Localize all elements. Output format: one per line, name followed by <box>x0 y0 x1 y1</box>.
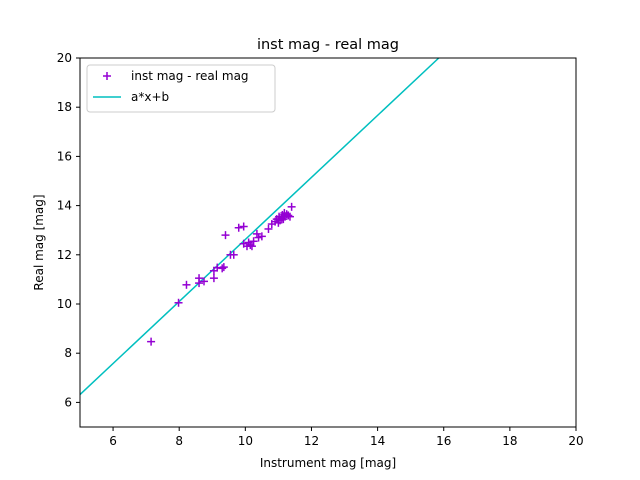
y-tick-label: 18 <box>57 100 72 114</box>
x-tick-label: 6 <box>109 434 117 448</box>
scatter-point <box>200 277 208 286</box>
scatter-point <box>195 279 204 288</box>
chart-title: inst mag - real mag <box>257 37 399 53</box>
legend-label-scatter: inst mag - real mag <box>131 69 249 83</box>
x-tick-label: 16 <box>436 434 451 448</box>
scatter-point <box>252 229 261 238</box>
scatter-point <box>264 224 273 233</box>
legend-label-line: a*x+b <box>131 90 169 104</box>
y-tick-label: 12 <box>57 248 72 262</box>
y-tick-label: 16 <box>57 149 72 163</box>
y-tick-label: 14 <box>57 199 72 213</box>
y-axis: 6 8 10 12 14 16 18 20 <box>57 51 80 409</box>
x-tick-label: 14 <box>370 434 385 448</box>
scatter-point <box>239 222 248 231</box>
scatter-point <box>182 280 191 289</box>
x-axis-label: Instrument mag [mag] <box>260 456 396 470</box>
plot-frame <box>79 57 577 428</box>
scatter-point <box>219 263 228 272</box>
x-tick-label: 8 <box>175 434 183 448</box>
x-tick-label: 18 <box>502 434 517 448</box>
fit-line <box>80 58 440 396</box>
y-tick-label: 20 <box>57 51 72 65</box>
scatter-point <box>247 242 256 251</box>
scatter-point <box>147 337 156 346</box>
scatter-point <box>285 212 294 221</box>
scatter-point <box>218 264 227 273</box>
y-tick-label: 8 <box>64 346 72 360</box>
scatter-point <box>174 298 183 307</box>
scatter-point <box>209 274 218 283</box>
series-group <box>80 58 440 396</box>
scatter-point <box>284 211 293 220</box>
scatter-point <box>257 232 266 241</box>
legend-box <box>86 64 276 113</box>
y-axis-label: Real mag [mag] <box>32 194 46 290</box>
scatter-point <box>221 231 230 240</box>
y-tick-label: 10 <box>57 297 72 311</box>
x-axis: 6 8 10 12 14 16 18 20 <box>109 427 584 448</box>
y-tick-label: 6 <box>64 395 72 409</box>
legend: inst mag - real mag a*x+b <box>86 64 276 113</box>
scatter-point <box>229 250 238 259</box>
x-tick-label: 12 <box>304 434 319 448</box>
scatter-point <box>287 202 296 211</box>
legend-entry-scatter <box>103 72 111 80</box>
x-tick-label: 10 <box>238 434 253 448</box>
x-tick-label: 20 <box>568 434 583 448</box>
scatter-point <box>234 223 243 232</box>
scatter-point <box>249 237 258 246</box>
